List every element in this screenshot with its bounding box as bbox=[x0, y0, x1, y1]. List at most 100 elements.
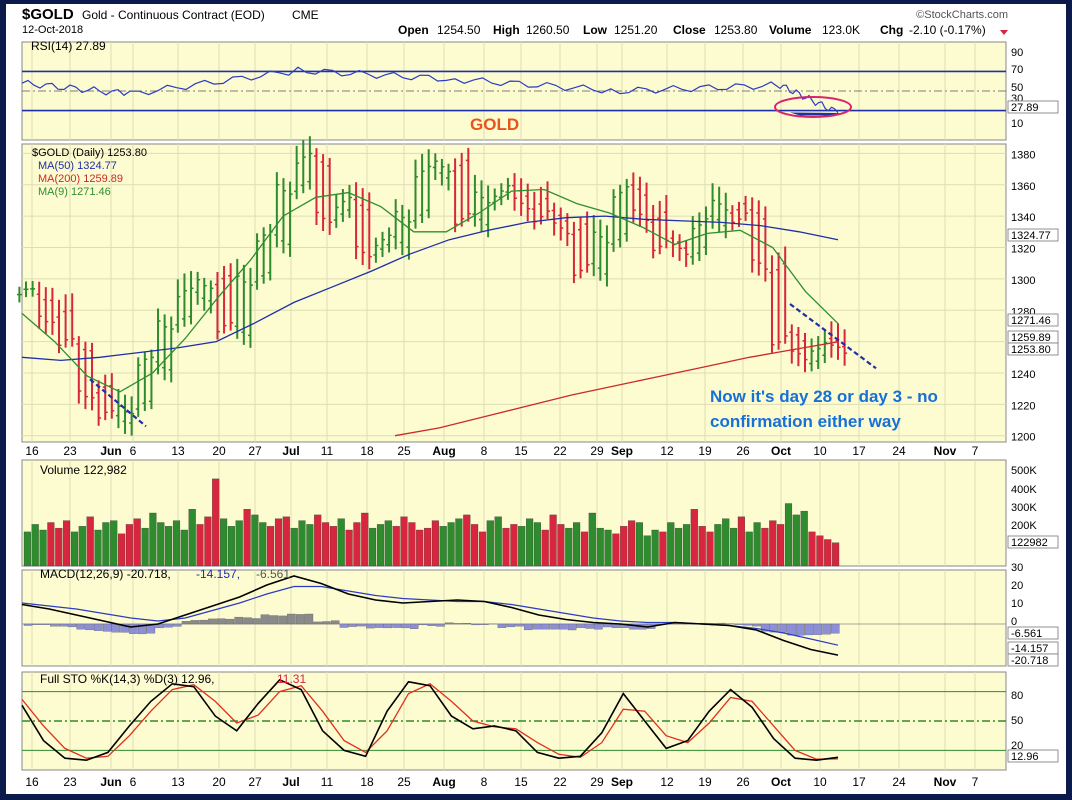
macd-histogram-bar bbox=[85, 623, 94, 631]
volume-bar bbox=[832, 542, 840, 567]
volume-bar bbox=[141, 527, 149, 567]
volume-bar bbox=[808, 531, 816, 567]
macd-histogram-bar bbox=[567, 623, 577, 631]
price-legend: $GOLD (Daily) 1253.80 MA(50) 1324.77 MA(… bbox=[32, 147, 147, 198]
volume-bar bbox=[39, 529, 47, 567]
price-axis-label: 1360 bbox=[1011, 181, 1035, 193]
open-value: 1254.50 bbox=[437, 23, 481, 37]
gridlines bbox=[22, 42, 1006, 770]
ma200-line bbox=[394, 341, 839, 437]
x-axis-middle: 16 23 Jun 6 13 20 27 Jul 11 18 25 Aug 8 15 22 29 Sep 12 19… bbox=[25, 444, 978, 458]
x-tick-label: Oct bbox=[771, 444, 791, 458]
macd-histogram-bar bbox=[795, 623, 805, 636]
macd-histogram-bar bbox=[778, 623, 787, 633]
macd-axis-label: 20 bbox=[1011, 580, 1023, 592]
x-tick-label: 8 bbox=[481, 775, 488, 789]
x-tick-label: Aug bbox=[432, 775, 455, 789]
volume-bar bbox=[761, 527, 769, 567]
volume-bar bbox=[675, 527, 683, 567]
volume-bar bbox=[643, 535, 651, 567]
macd-histogram-bar bbox=[287, 613, 296, 625]
macd-legend: MACD(12,26,9) -20.718, -14.157, -6.561 bbox=[40, 567, 290, 581]
macd-histogram-bar bbox=[260, 614, 270, 625]
x-tick-label: 19 bbox=[698, 444, 712, 458]
macd-signal-value: -14.157, bbox=[196, 567, 240, 581]
x-tick-label: 23 bbox=[63, 775, 77, 789]
volume-bar bbox=[149, 512, 157, 567]
macd-histogram-bar bbox=[462, 623, 472, 625]
volume-bar bbox=[102, 522, 110, 567]
volume-bar bbox=[23, 531, 31, 567]
x-tick-label: 27 bbox=[248, 444, 262, 458]
volume-bar bbox=[353, 522, 361, 567]
macd-histogram-bar bbox=[190, 620, 200, 625]
macd-histogram-bar bbox=[743, 623, 752, 626]
close-value: 1253.80 bbox=[714, 23, 758, 37]
price-axis-label: 1380 bbox=[1011, 149, 1035, 161]
sto-d-value: 11.31 bbox=[277, 672, 306, 686]
macd-hist-value: -6.561 bbox=[256, 567, 290, 581]
macd-panel bbox=[21, 575, 1006, 656]
volume-bar bbox=[541, 529, 549, 567]
volume-bar bbox=[494, 516, 502, 567]
macd-histogram-bar bbox=[41, 623, 50, 625]
macd-histogram-bar bbox=[278, 615, 287, 625]
volume-bar bbox=[565, 527, 573, 567]
sto-axis-label: 20 bbox=[1011, 740, 1023, 752]
macd-axis-label-box bbox=[1007, 626, 1059, 640]
volume-bar bbox=[612, 533, 620, 567]
volume-bar bbox=[596, 527, 604, 567]
macd-histogram-bar bbox=[418, 623, 428, 626]
volume-bar bbox=[737, 516, 745, 567]
volume-bar bbox=[722, 518, 730, 567]
volume-bar bbox=[55, 527, 63, 567]
macd-histogram-bar bbox=[453, 623, 463, 625]
volume-bar bbox=[690, 509, 698, 567]
x-tick-label: 16 bbox=[25, 444, 39, 458]
macd-histogram-bar bbox=[164, 623, 173, 628]
volume-bar bbox=[157, 522, 165, 567]
price-title: $GOLD (Daily) 1253.80 bbox=[32, 147, 147, 159]
macd-histogram-bar bbox=[752, 623, 761, 627]
x-tick-label: 16 bbox=[25, 775, 39, 789]
volume-bar bbox=[322, 522, 330, 567]
sto-legend: Full STO %K(14,3) %D(3) 12.96, 11.31 bbox=[40, 672, 306, 686]
volume-axis-label-box bbox=[1007, 535, 1059, 549]
price-tag-label-box bbox=[1007, 313, 1059, 327]
rsi-axis-label: 10 bbox=[1011, 118, 1023, 130]
rsi-line bbox=[21, 66, 839, 114]
volume-bar bbox=[78, 526, 86, 567]
macd-histogram-bar bbox=[23, 623, 33, 626]
volume-bar bbox=[769, 520, 777, 567]
x-tick-label: Jun bbox=[100, 444, 121, 458]
x-tick-label: 17 bbox=[852, 775, 866, 789]
volume-bar bbox=[314, 514, 322, 567]
volume-bar bbox=[667, 522, 675, 567]
x-tick-label: 13 bbox=[171, 444, 185, 458]
volume-bar bbox=[94, 529, 102, 567]
volume-axis-label: 400K bbox=[1011, 484, 1037, 496]
down-arrow-icon bbox=[1000, 30, 1008, 35]
x-tick-label: 27 bbox=[248, 775, 262, 789]
sto-axis-label: 80 bbox=[1011, 690, 1023, 702]
volume-bar bbox=[518, 526, 526, 567]
volume-bar bbox=[188, 509, 196, 567]
volume-bar bbox=[753, 522, 761, 567]
price-tag-label: 1324.77 bbox=[1011, 230, 1051, 242]
x-tick-label: 22 bbox=[553, 775, 567, 789]
price-axis-label: 1300 bbox=[1011, 275, 1035, 287]
sto-axis-label-box bbox=[1007, 749, 1059, 763]
macd-panel-bg bbox=[21, 569, 1007, 667]
volume-bar bbox=[682, 524, 691, 567]
macd-histogram-bar bbox=[515, 623, 524, 627]
macd-axis-label: -20.718 bbox=[1011, 655, 1048, 667]
price-panel bbox=[16, 136, 877, 437]
macd-histogram-bar bbox=[427, 623, 436, 626]
volume-bar bbox=[70, 531, 79, 567]
ma9-label: MA(9) 1271.46 bbox=[38, 186, 111, 198]
volume-bar bbox=[651, 529, 659, 567]
macd-histogram-bar bbox=[392, 623, 401, 628]
x-tick-label: 22 bbox=[553, 444, 567, 458]
x-tick-label: 17 bbox=[852, 444, 866, 458]
macd-histogram-bar bbox=[234, 616, 243, 625]
